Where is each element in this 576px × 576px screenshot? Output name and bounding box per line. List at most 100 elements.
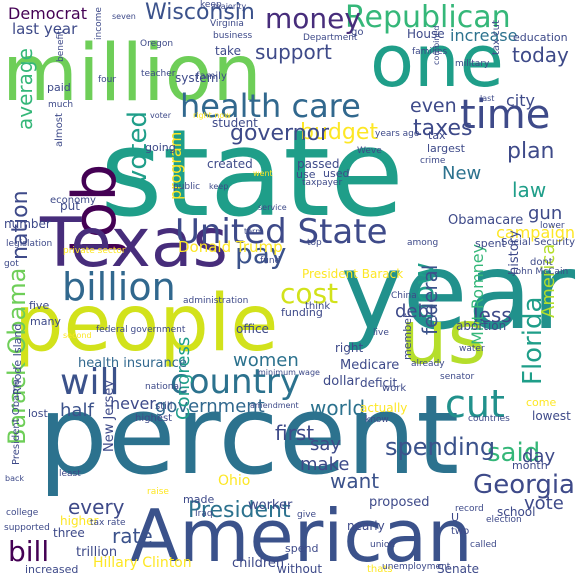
- word-104: education: [513, 31, 568, 44]
- word-172: know: [365, 415, 389, 425]
- word-6: million: [2, 29, 262, 119]
- word-1: percent: [38, 371, 460, 499]
- word-4: people: [14, 279, 279, 369]
- word-175: back: [5, 474, 25, 483]
- word-96: deficit: [360, 376, 398, 390]
- word-171: countries: [468, 414, 510, 424]
- word-136: Virginia: [210, 19, 244, 29]
- word-114: many: [30, 315, 61, 328]
- word-40: today: [512, 43, 569, 67]
- word-56: never: [110, 394, 156, 413]
- word-65: day: [522, 446, 556, 467]
- word-53: government: [155, 396, 265, 417]
- word-97: right: [335, 341, 364, 355]
- word-101: system: [175, 71, 219, 85]
- word-72: Hillary Clinton: [93, 555, 192, 571]
- word-15: billion: [62, 265, 176, 309]
- word-164: China: [391, 291, 417, 301]
- word-124: without: [277, 562, 323, 576]
- word-47: average: [13, 48, 37, 130]
- word-161: think: [305, 301, 331, 312]
- word-122: three: [53, 526, 85, 540]
- word-117: Social Security: [501, 237, 575, 248]
- word-134: family: [196, 71, 227, 82]
- word-119: dont: [530, 257, 553, 268]
- word-158: got: [4, 259, 19, 269]
- word-2: state: [100, 105, 404, 244]
- word-131: two: [451, 526, 470, 537]
- word-168: national: [145, 382, 182, 392]
- word-64: vote: [524, 493, 564, 514]
- word-77: health insurance: [78, 356, 187, 371]
- word-51: America: [538, 243, 559, 318]
- word-169: already: [411, 359, 445, 369]
- word-186: record: [455, 504, 484, 514]
- word-38: last year: [12, 20, 78, 38]
- word-167: minimum wage: [258, 368, 320, 377]
- word-31: President: [188, 498, 291, 523]
- word-59: make: [300, 454, 350, 475]
- word-152: voter: [150, 111, 171, 120]
- word-62: rate: [112, 524, 153, 548]
- word-28: bill: [8, 535, 50, 568]
- word-87: created: [207, 157, 253, 171]
- word-125: spend: [285, 542, 319, 555]
- word-103: House: [407, 27, 445, 41]
- word-193: went: [253, 169, 273, 178]
- word-182: give: [297, 510, 317, 520]
- word-46: city: [506, 91, 535, 110]
- word-139: majority: [213, 2, 247, 11]
- word-57: first: [275, 421, 315, 445]
- word-174: President Obama: [11, 378, 22, 465]
- word-54: world: [310, 396, 366, 420]
- word-190: top: [307, 238, 322, 248]
- word-157: keep: [209, 182, 229, 191]
- word-160: fund: [260, 256, 281, 266]
- word-81: school: [497, 505, 536, 519]
- word-102: take: [215, 44, 241, 58]
- word-26: pay: [235, 237, 287, 270]
- word-69: Obamacare: [448, 213, 524, 228]
- word-183: union: [370, 540, 396, 550]
- word-147: four: [98, 75, 117, 85]
- word-106: go: [351, 27, 364, 38]
- word-150: almost: [54, 113, 65, 147]
- word-153: public: [173, 182, 201, 192]
- word-36: support: [255, 40, 332, 64]
- word-144: combined: [432, 25, 441, 65]
- word-148: teacher: [141, 69, 176, 79]
- word-181: college: [6, 508, 39, 518]
- word-184: unemployment: [382, 562, 451, 572]
- word-98: member: [401, 313, 414, 360]
- word-86: office: [236, 322, 269, 336]
- word-135: Oregon: [140, 39, 174, 49]
- word-100: student: [212, 116, 258, 130]
- word-27: said: [487, 438, 541, 468]
- word-85: funding: [281, 306, 323, 319]
- word-185: election: [486, 515, 522, 525]
- word-170: senator: [440, 372, 475, 382]
- word-24: Wisconsin: [145, 0, 255, 25]
- word-195: lower: [540, 221, 565, 231]
- word-155: term: [244, 227, 263, 236]
- word-29: Georgia: [473, 470, 575, 500]
- word-127: made: [183, 493, 215, 506]
- word-50: federal: [418, 264, 442, 335]
- word-107: going: [145, 141, 176, 154]
- word-142: families: [412, 47, 448, 57]
- word-191: years ago: [375, 129, 420, 139]
- word-177: raise: [147, 487, 169, 497]
- word-55: half: [60, 400, 94, 421]
- word-93: spent: [475, 237, 506, 250]
- word-63: Congress: [173, 336, 194, 420]
- word-16: will: [60, 362, 120, 403]
- word-163: second: [63, 331, 92, 340]
- word-151: legislation: [6, 239, 53, 249]
- word-121: higher: [60, 514, 99, 528]
- word-23: money: [265, 2, 361, 35]
- word-110: number: [4, 217, 51, 231]
- word-84: worker: [248, 498, 293, 513]
- word-109: economy: [50, 195, 96, 206]
- word-156: private sector: [63, 246, 126, 256]
- word-7: one: [370, 19, 504, 103]
